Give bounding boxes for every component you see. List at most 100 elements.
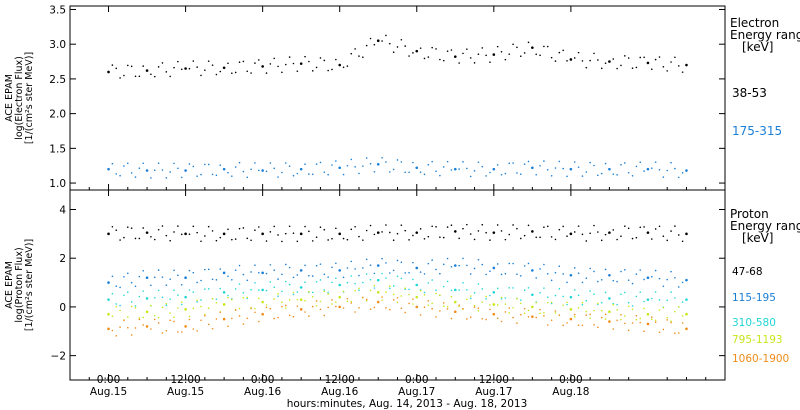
scatter-dot bbox=[196, 299, 198, 302]
scatter-dot bbox=[593, 224, 595, 227]
scatter-dot bbox=[358, 307, 360, 309]
scatter-dot bbox=[130, 301, 133, 303]
data-point bbox=[107, 281, 110, 284]
scatter-dot bbox=[523, 265, 526, 267]
scatter-dot bbox=[242, 60, 245, 63]
scatter-dot bbox=[365, 157, 368, 159]
scatter-dot bbox=[177, 294, 179, 296]
scatter-dot bbox=[600, 172, 603, 175]
scatter-dot bbox=[219, 70, 222, 73]
scatter-dot bbox=[442, 263, 445, 266]
scatter-dot bbox=[442, 302, 445, 304]
scatter-dot bbox=[292, 232, 295, 234]
scatter-dot bbox=[650, 297, 653, 300]
scatter-dot bbox=[527, 262, 530, 265]
scatter-dot bbox=[604, 268, 607, 271]
data-point bbox=[646, 231, 650, 234]
y-tick-label: 2.5 bbox=[49, 74, 66, 86]
scatter-dot bbox=[670, 321, 672, 324]
scatter-dot bbox=[242, 297, 245, 299]
scatter-dot bbox=[119, 239, 121, 241]
scatter-dot bbox=[431, 259, 433, 261]
scatter-dot bbox=[273, 317, 276, 320]
scatter-dot bbox=[446, 160, 449, 163]
scatter-dot bbox=[381, 40, 383, 42]
scatter-dot bbox=[435, 170, 437, 172]
scatter-dot bbox=[500, 173, 503, 176]
data-point bbox=[145, 325, 149, 328]
scatter-dot bbox=[288, 314, 291, 317]
scatter-dot bbox=[500, 230, 503, 232]
scatter-dot bbox=[358, 289, 360, 291]
scatter-dot bbox=[284, 304, 287, 307]
scatter-dot bbox=[581, 281, 584, 284]
scatter-dot bbox=[111, 64, 114, 66]
scatter-dot bbox=[620, 270, 622, 273]
scatter-dot bbox=[489, 61, 491, 63]
scatter-dot bbox=[196, 231, 198, 234]
scatter-dot bbox=[231, 175, 233, 177]
scatter-dot bbox=[439, 272, 441, 275]
scatter-dot bbox=[304, 299, 306, 302]
scatter-dot bbox=[627, 301, 630, 304]
scatter-dot bbox=[130, 172, 133, 174]
scatter-dot bbox=[192, 165, 195, 168]
scatter-dot bbox=[450, 295, 453, 298]
data-point bbox=[608, 273, 611, 277]
scatter-dot bbox=[477, 307, 480, 309]
scatter-dot bbox=[126, 291, 129, 294]
scatter-dot bbox=[292, 291, 295, 294]
scatter-dot bbox=[161, 62, 164, 64]
data-point bbox=[646, 61, 650, 65]
scatter-dot bbox=[123, 165, 125, 167]
scatter-dot bbox=[327, 306, 329, 309]
scatter-dot bbox=[519, 237, 522, 240]
scatter-dot bbox=[504, 172, 507, 175]
scatter-dot bbox=[254, 62, 256, 64]
scatter-dot bbox=[643, 300, 645, 303]
scatter-dot bbox=[450, 169, 453, 171]
scatter-dot bbox=[589, 232, 591, 235]
scatter-dot bbox=[157, 316, 160, 319]
scatter-dot bbox=[677, 176, 680, 179]
x-tick-date: Aug.18 bbox=[552, 386, 589, 398]
scatter-dot bbox=[600, 279, 603, 281]
scatter-dot bbox=[238, 307, 241, 310]
scatter-dot bbox=[539, 268, 541, 270]
scatter-dot bbox=[635, 66, 638, 69]
data-point bbox=[685, 278, 688, 282]
legend-title: Electron bbox=[730, 16, 779, 30]
scatter-dot bbox=[200, 173, 202, 176]
scatter-dot bbox=[177, 167, 179, 170]
scatter-dot bbox=[550, 302, 553, 305]
scatter-dot bbox=[508, 307, 511, 309]
scatter-dot bbox=[462, 161, 464, 163]
data-point bbox=[299, 269, 303, 272]
scatter-dot bbox=[624, 225, 626, 227]
scatter-dot bbox=[593, 164, 595, 167]
scatter-dot bbox=[423, 173, 426, 176]
scatter-dot bbox=[612, 303, 615, 306]
scatter-dot bbox=[346, 300, 349, 303]
scatter-dot bbox=[481, 223, 484, 226]
scatter-dot bbox=[585, 314, 588, 316]
scatter-dot bbox=[115, 173, 118, 175]
scatter-dot bbox=[134, 327, 137, 329]
scatter-dot bbox=[288, 165, 291, 167]
scatter-dot bbox=[558, 288, 561, 290]
scatter-dot bbox=[269, 307, 272, 310]
y-axis-label: ACE EPAM bbox=[4, 74, 15, 122]
legend-entry: 115-195 bbox=[732, 292, 776, 304]
scatter-dot bbox=[180, 68, 183, 71]
scatter-dot bbox=[319, 308, 322, 311]
scatter-dot bbox=[462, 52, 464, 55]
data-point bbox=[299, 286, 303, 289]
scatter-dot bbox=[624, 269, 626, 271]
scatter-dot bbox=[246, 176, 249, 179]
scatter-dot bbox=[439, 236, 441, 238]
data-point bbox=[222, 232, 226, 236]
scatter-dot bbox=[674, 276, 676, 279]
scatter-dot bbox=[562, 167, 564, 170]
scatter-dot bbox=[134, 307, 137, 309]
scatter-dot bbox=[323, 273, 326, 276]
